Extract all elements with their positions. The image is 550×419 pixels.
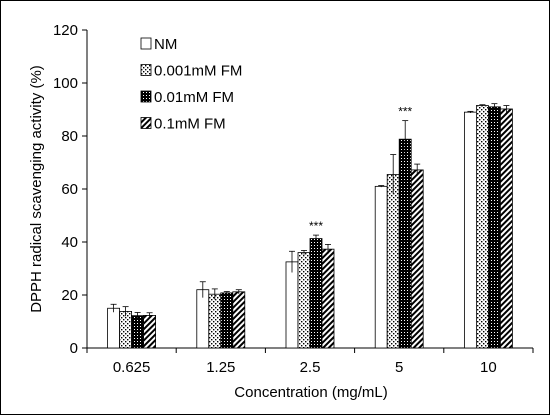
bar — [386, 174, 400, 349]
bar — [309, 238, 323, 349]
legend-label: 0.1mM FM — [154, 116, 226, 133]
significance-label: *** — [398, 105, 412, 119]
bar — [131, 315, 145, 349]
x-axis-title: Concentration (mg/mL) — [234, 384, 387, 401]
bar — [487, 106, 501, 349]
y-tick-label: 120 — [53, 22, 78, 39]
bar — [107, 307, 120, 349]
y-tick-label: 80 — [61, 128, 78, 145]
x-tick-label: 1.25 — [206, 359, 235, 376]
legend-label: 0.01mM FM — [154, 89, 234, 106]
y-axis-title: DPPH radical scavenging activity (%) — [28, 65, 45, 313]
legend-swatch — [140, 117, 152, 129]
bar — [196, 289, 210, 349]
x-tick-label: 10 — [480, 359, 497, 376]
bar — [143, 315, 157, 349]
bar — [410, 169, 424, 349]
x-tick-label: 0.625 — [113, 359, 151, 376]
bar — [220, 292, 234, 349]
bar — [208, 293, 222, 349]
bar — [285, 261, 299, 349]
legend-swatch — [140, 37, 152, 50]
bar — [475, 105, 489, 349]
legend-label: NM — [154, 36, 177, 53]
legend-swatch — [140, 90, 152, 103]
x-tick-label: 2.5 — [300, 359, 321, 376]
y-tick-label: 40 — [61, 234, 78, 251]
y-tick-label: 100 — [53, 75, 78, 92]
plot-layer: 0 20 40 60 80 100 120 0.625 1.25 2.5 5 10 *** *** NM 0.… — [53, 22, 534, 376]
legend-swatch — [140, 64, 152, 76]
y-tick-label: 60 — [61, 181, 78, 198]
y-tick-label: 0 — [70, 340, 78, 357]
legend-label: 0.001mM FM — [154, 63, 242, 80]
significance-label: *** — [309, 219, 323, 233]
bar — [232, 291, 246, 349]
bar — [463, 111, 477, 349]
bar — [398, 138, 412, 349]
bar — [499, 108, 513, 349]
bar — [297, 252, 311, 349]
bar — [119, 311, 132, 349]
x-tick-label: 5 — [395, 359, 403, 376]
bar — [374, 185, 388, 349]
bar — [321, 248, 335, 349]
y-tick-label: 20 — [61, 287, 78, 304]
